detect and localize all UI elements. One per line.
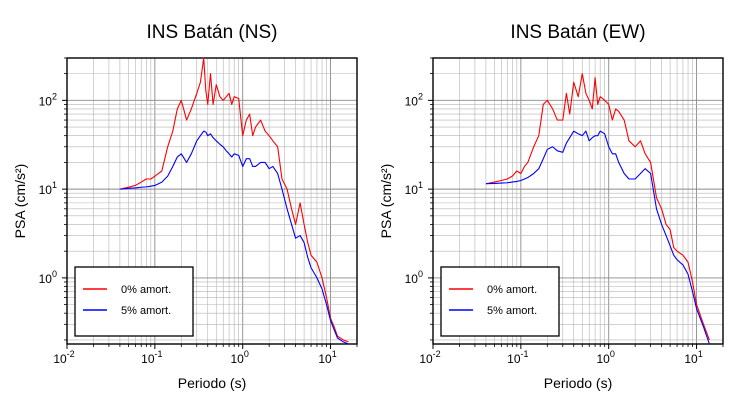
- y-tick-label: 102: [39, 91, 57, 108]
- y-axis-label: PSA (cm/s²): [378, 164, 394, 239]
- tick-exponent: -1: [521, 349, 529, 359]
- series-line-amort-5: [485, 130, 710, 345]
- series-line-amort-0: [119, 57, 349, 343]
- plot-frame: [66, 57, 358, 345]
- x-tick-label: 100: [597, 349, 615, 366]
- x-tick-label: 10-2: [419, 349, 440, 366]
- tick-exponent: -2: [67, 349, 75, 359]
- tick-base: 10: [39, 183, 53, 197]
- tick-exponent: 1: [52, 180, 57, 190]
- tick-exponent: 1: [698, 349, 703, 359]
- legend-label: 5% amort.: [121, 305, 171, 317]
- tick-exponent: 0: [244, 349, 249, 359]
- tick-base: 10: [405, 183, 419, 197]
- legend-label: 0% amort.: [487, 284, 537, 296]
- x-tick-label: 101: [318, 349, 336, 366]
- tick-exponent: 0: [52, 269, 57, 279]
- tick-exponent: 2: [418, 91, 423, 101]
- y-tick-label: 102: [405, 91, 423, 108]
- tick-base: 10: [405, 272, 419, 286]
- y-tick-label: 100: [39, 269, 57, 286]
- tick-base: 10: [405, 94, 419, 108]
- y-tick-label: 101: [405, 180, 423, 197]
- tick-exponent: 1: [418, 180, 423, 190]
- tick-base: 10: [39, 272, 53, 286]
- tick-exponent: 2: [52, 91, 57, 101]
- tick-base: 10: [231, 352, 245, 366]
- x-tick-label: 101: [684, 349, 702, 366]
- x-tick-label: 100: [231, 349, 249, 366]
- chart-title: INS Batán (EW): [510, 22, 645, 43]
- tick-exponent: 1: [332, 349, 337, 359]
- x-tick-label: 10-1: [141, 349, 162, 366]
- tick-base: 10: [507, 352, 521, 366]
- legend: 0% amort. 5% amort.: [440, 266, 560, 337]
- grid: [66, 57, 358, 344]
- tick-base: 10: [684, 352, 698, 366]
- y-axis-label: PSA (cm/s²): [12, 164, 28, 239]
- tick-base: 10: [141, 352, 155, 366]
- legend-box: [74, 266, 194, 337]
- tick-base: 10: [39, 94, 53, 108]
- tick-exponent: -2: [433, 349, 441, 359]
- tick-base: 10: [318, 352, 332, 366]
- x-axis-label: Periodo (s): [178, 375, 246, 391]
- tick-exponent: -1: [155, 349, 163, 359]
- x-axis-label: Periodo (s): [544, 375, 612, 391]
- x-tick-label: 10-1: [507, 349, 528, 366]
- y-tick-label: 100: [405, 269, 423, 286]
- chart-ew: INS Batán (EW)10-2 10-1 100 101100101102Per…: [378, 22, 724, 391]
- y-tick-label: 101: [39, 180, 57, 197]
- series-line-amort-0: [485, 73, 710, 341]
- tick-base: 10: [419, 352, 433, 366]
- tick-exponent: 0: [418, 269, 423, 279]
- legend-label: 5% amort.: [487, 305, 537, 317]
- legend-box: [440, 266, 560, 337]
- chart-ns: INS Batán (NS)10-2 10-1 100 101100101102Per…: [12, 22, 358, 391]
- legend-label: 0% amort.: [121, 284, 171, 296]
- series-line-amort-5: [119, 130, 349, 345]
- tick-base: 10: [53, 352, 67, 366]
- tick-exponent: 0: [610, 349, 615, 359]
- tick-base: 10: [597, 352, 611, 366]
- x-tick-label: 10-2: [53, 349, 74, 366]
- plot-frame: [432, 57, 724, 345]
- legend: 0% amort. 5% amort.: [74, 266, 194, 337]
- chart-title: INS Batán (NS): [147, 22, 278, 43]
